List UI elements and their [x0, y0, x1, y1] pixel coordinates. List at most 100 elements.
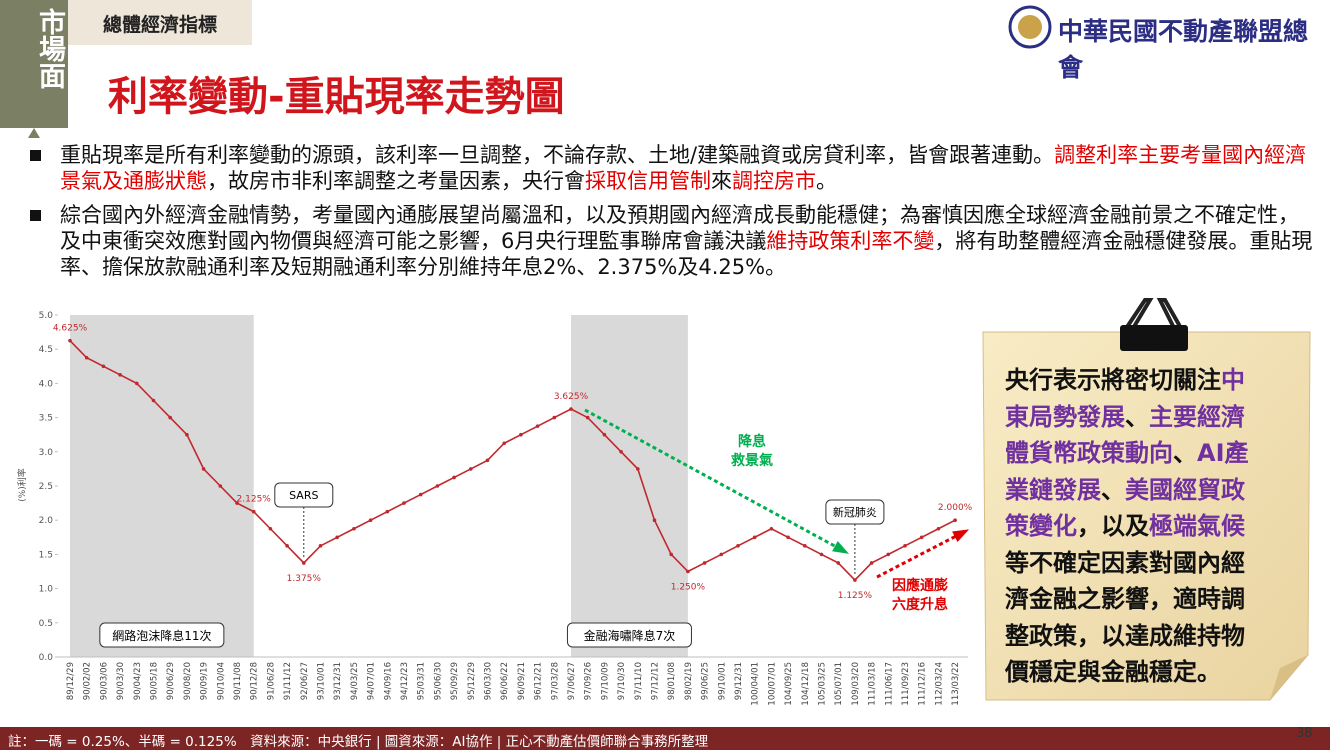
text-segment: 價穩定與金融穩定。	[1005, 658, 1221, 686]
rate-point	[769, 526, 774, 531]
x-tick-label: 95/09/29	[450, 662, 460, 700]
x-tick-label: 94/09/16	[383, 662, 393, 700]
rate-point	[352, 526, 356, 531]
card-line: 東局勢發展、主要經濟	[1005, 399, 1249, 436]
x-tick-label: 89/12/29	[66, 662, 76, 700]
period-label: 金融海嘯降息7次	[584, 628, 676, 643]
x-tick-label: 90/02/02	[83, 662, 93, 700]
trend-label: 降息	[738, 433, 766, 450]
period-box	[99, 622, 225, 648]
rate-point	[335, 535, 340, 540]
text-segment: 綜合國內外經濟金融情勢，考量國內通膨展望尚屬溫和，以及預期國內經濟成長動能穩健；…	[60, 203, 1299, 253]
y-tick-label: 4.0	[39, 379, 54, 389]
rate-point	[569, 407, 573, 411]
text-segment: 體貨幣政策動向	[1005, 439, 1173, 467]
binder-clip	[1120, 325, 1188, 351]
y-axis-label: (%)利率	[16, 468, 28, 502]
text-segment: 策變化	[1005, 512, 1077, 540]
text-segment: 央行表示將密切關注	[1005, 366, 1221, 394]
period-box	[566, 622, 692, 648]
rate-point	[402, 501, 406, 505]
x-tick-label: 97/11/10	[634, 662, 644, 700]
x-tick-label: 105/07/01	[834, 662, 844, 706]
text-segment: 中	[1221, 366, 1245, 394]
x-tick-label: 90/08/20	[183, 662, 193, 700]
x-tick-label: 94/07/01	[367, 662, 377, 700]
rate-point	[669, 552, 673, 557]
x-tick-label: 97/06/27	[567, 662, 577, 700]
bullet: 綜合國內外經濟金融情勢，考量國內通膨展望尚屬溫和，以及預期國內經濟成長動能穩健；…	[28, 202, 1318, 280]
callout-label: SARS	[289, 489, 318, 502]
rate-point	[185, 432, 189, 437]
x-tick-label: 100/04/01	[751, 662, 761, 706]
x-tick-label: 90/09/19	[200, 662, 210, 700]
rate-point	[151, 398, 156, 403]
x-tick-label: 104/12/18	[801, 662, 811, 706]
x-tick-label: 90/04/23	[133, 662, 143, 700]
trend-label: 因應通膨	[892, 577, 948, 594]
rate-point	[502, 441, 507, 446]
rate-point	[135, 381, 139, 386]
x-tick-label: 90/03/30	[116, 662, 126, 700]
rate-point	[585, 415, 590, 420]
text-segment: 、	[1125, 402, 1149, 431]
rate-point	[786, 535, 790, 540]
rate-point	[752, 535, 757, 540]
page-number: 38	[1296, 726, 1313, 741]
x-tick-label: 94/03/25	[350, 662, 360, 700]
callout-box	[274, 482, 334, 508]
card-fold	[1270, 655, 1308, 700]
rate-point	[68, 338, 72, 343]
rate-point	[118, 373, 122, 377]
rate-point	[953, 518, 957, 522]
period-label: 網路泡沫降息11次	[112, 628, 211, 643]
binder-clip-wire	[1123, 298, 1184, 332]
x-tick-label: 94/12/23	[400, 662, 410, 700]
footer-bar	[0, 727, 1330, 750]
text-segment: 濟金融之影響，適時調	[1005, 585, 1245, 613]
text-segment: 東局勢發展	[1005, 402, 1125, 431]
x-tick-label: 111/03/18	[868, 662, 878, 706]
y-tick-label: 1.5	[39, 550, 53, 560]
text-segment: ，以及	[1077, 512, 1149, 540]
value-label: 1.125%	[838, 591, 873, 601]
sidebar	[0, 0, 68, 128]
x-tick-label: 95/12/29	[467, 662, 477, 700]
x-tick-label: 98/02/19	[684, 662, 694, 700]
text-segment: 重貼現率是所有利率變動的源頭，該利率一旦調整，不論存款、土地/建築融資或房貸利率…	[60, 143, 1055, 167]
y-tick-label: 1.0	[39, 585, 54, 595]
page-title: 利率變動-重貼現率走勢圖	[108, 74, 565, 120]
x-tick-label: 99/06/25	[701, 662, 711, 700]
rate-point	[803, 544, 807, 548]
logo-text: 中華民國不動產聯盟總會	[1058, 17, 1309, 82]
callout-label: 新冠肺炎	[833, 505, 877, 519]
shaded-period	[70, 315, 254, 657]
sidebar-label: 市場面	[34, 8, 65, 89]
x-tick-label: 96/03/30	[484, 662, 494, 700]
card-line: 等不確定因素對國內經	[1005, 545, 1249, 582]
rate-point	[636, 467, 640, 471]
y-tick-label: 0.5	[39, 619, 53, 629]
x-tick-label: 96/09/21	[517, 662, 527, 700]
x-tick-label: 90/03/06	[99, 662, 109, 700]
trend-arrow	[876, 531, 963, 579]
card-line: 體貨幣政策動向、AI產	[1005, 435, 1249, 472]
rate-point	[535, 424, 540, 428]
rate-point	[836, 561, 840, 565]
y-tick-label: 4.5	[39, 345, 53, 355]
text-segment: 來	[711, 169, 732, 193]
text-segment: 採取信用管制	[585, 169, 711, 193]
value-label: 2.125%	[237, 495, 272, 505]
text-segment: 主要經濟	[1149, 402, 1245, 431]
sidebar-tip	[28, 128, 40, 138]
x-tick-label: 97/09/26	[584, 662, 594, 700]
rate-point	[418, 492, 423, 497]
rate-point	[869, 561, 874, 565]
value-label: 1.250%	[671, 583, 706, 593]
x-tick-label: 96/12/21	[534, 662, 544, 700]
rate-point	[218, 484, 223, 488]
trend-label: 六度升息	[892, 596, 948, 613]
text-segment: 、	[1101, 475, 1125, 504]
card-line: 策變化，以及極端氣候	[1005, 508, 1249, 545]
